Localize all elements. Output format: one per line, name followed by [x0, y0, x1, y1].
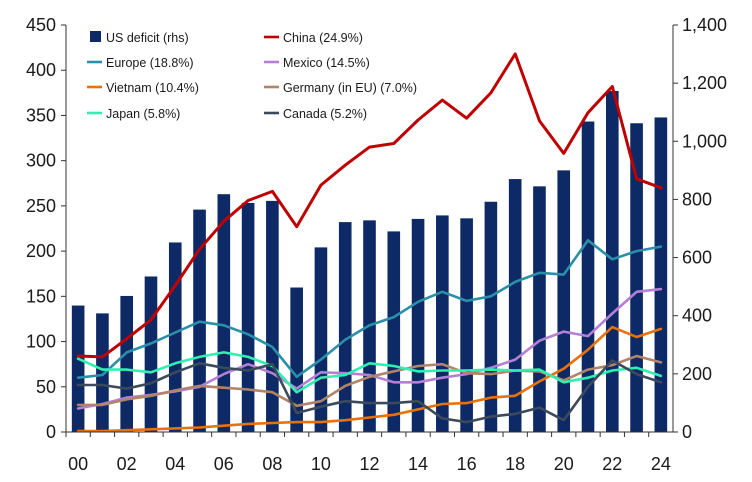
line-germany-in-eu-7-0 [76, 354, 663, 408]
bar-us-deficit-04 [168, 242, 182, 432]
line-europe-18-8 [76, 239, 663, 380]
left-tick-label: 100 [26, 332, 56, 352]
right-tick-label: 1,400 [682, 15, 727, 35]
line-canada-5-2 [76, 359, 663, 424]
x-tick-label: 24 [651, 454, 671, 474]
bar-us-deficit-07 [241, 202, 255, 432]
right-tick-label: 1,200 [682, 73, 727, 93]
x-tick-label: 10 [311, 454, 331, 474]
legend-label-canada-5-2: Canada (5.2%) [283, 107, 367, 121]
bar-us-deficit-21 [581, 121, 595, 432]
legend-label-germany-in-eu-7-0: Germany (in EU) (7.0%) [283, 81, 417, 95]
bar-us-deficit-15 [436, 215, 449, 432]
x-tick-label: 02 [117, 454, 137, 474]
left-tick-label: 450 [26, 15, 56, 35]
left-tick-label: 200 [26, 241, 56, 261]
x-tick-label: 22 [602, 454, 622, 474]
line-japan-5-8 [76, 351, 663, 394]
x-tick-label: 04 [165, 454, 185, 474]
x-tick-label: 12 [359, 454, 379, 474]
x-tick-label: 16 [457, 454, 477, 474]
bar-us-deficit-24 [654, 117, 668, 432]
bar-us-deficit-19 [533, 186, 546, 432]
left-tick-label: 150 [26, 286, 56, 306]
right-tick-label: 0 [682, 422, 692, 442]
legend-label-china-24-9: China (24.9%) [283, 31, 363, 45]
lines-layer [76, 52, 663, 433]
bar-us-deficit-20 [557, 170, 571, 432]
left-tick-label: 400 [26, 60, 56, 80]
bar-us-deficit-23 [630, 123, 643, 433]
bar-us-deficit-11 [338, 222, 352, 432]
legend-label-japan-5-8: Japan (5.8%) [106, 107, 180, 121]
bar-us-deficit-09 [290, 287, 303, 432]
axes-layer: 0501001502002503003504004500200400600800… [26, 15, 727, 474]
left-tick-label: 50 [36, 377, 56, 397]
legend-label-mexico-14-5: Mexico (14.5%) [283, 56, 370, 70]
x-tick-label: 20 [554, 454, 574, 474]
right-tick-label: 600 [682, 248, 712, 268]
x-tick-label: 00 [68, 454, 88, 474]
left-tick-label: 350 [26, 105, 56, 125]
bar-us-deficit-16 [460, 218, 473, 432]
left-tick-label: 0 [46, 422, 56, 442]
bar-us-deficit-06 [217, 194, 231, 432]
bar-us-deficit-01 [96, 313, 109, 432]
right-tick-label: 200 [682, 364, 712, 384]
legend: US deficit (rhs) China (24.9%) Europe (18.… [87, 31, 417, 121]
left-tick-label: 250 [26, 196, 56, 216]
x-tick-label: 06 [214, 454, 234, 474]
bar-us-deficit-10 [314, 247, 328, 432]
x-tick-label: 14 [408, 454, 428, 474]
bar-us-deficit-22 [605, 90, 619, 433]
line-china-24-9 [76, 52, 663, 359]
bar-us-deficit-03 [144, 276, 158, 432]
legend-label-europe-18-8: Europe (18.8%) [106, 56, 194, 70]
right-tick-label: 400 [682, 306, 712, 326]
bar-us-deficit-00 [71, 305, 85, 432]
x-tick-label: 18 [505, 454, 525, 474]
left-tick-label: 300 [26, 151, 56, 171]
right-tick-label: 1,000 [682, 131, 727, 151]
legend-label-vietnam-10-4: Vietnam (10.4%) [106, 81, 199, 95]
right-tick-label: 800 [682, 189, 712, 209]
legend-swatch-us-deficit-rhs [90, 31, 101, 42]
bar-us-deficit-02 [120, 295, 134, 432]
bar-us-deficit-14 [411, 218, 425, 432]
legend-label-us-deficit-rhs: US deficit (rhs) [106, 31, 189, 45]
x-tick-label: 08 [262, 454, 282, 474]
bar-us-deficit-18 [508, 179, 522, 432]
line-vietnam-10-4 [76, 325, 663, 433]
bar-us-deficit-08 [266, 200, 279, 432]
